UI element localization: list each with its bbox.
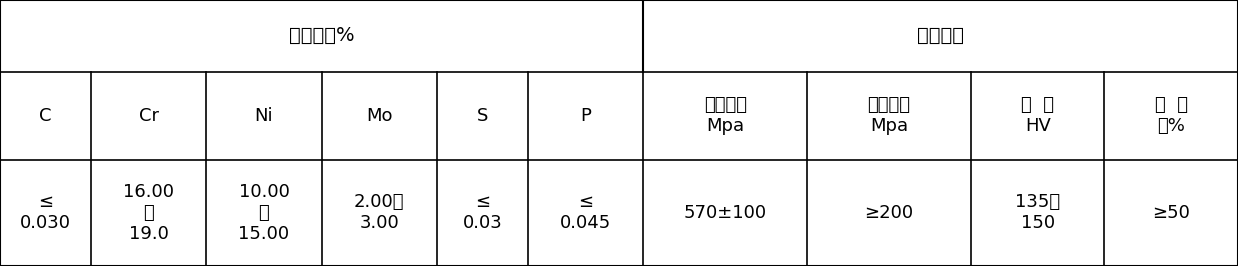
Text: 570±100: 570±100: [683, 204, 766, 222]
Text: ≥50: ≥50: [1153, 204, 1190, 222]
Text: 2.00～
3.00: 2.00～ 3.00: [354, 193, 405, 232]
Text: C: C: [40, 107, 52, 125]
Text: S: S: [477, 107, 488, 125]
Text: ≤
0.03: ≤ 0.03: [463, 193, 503, 232]
Text: ≤
0.045: ≤ 0.045: [560, 193, 612, 232]
Text: 伸  长
率%: 伸 长 率%: [1155, 96, 1187, 135]
Text: Mo: Mo: [366, 107, 392, 125]
Text: 屈服强度
Mpa: 屈服强度 Mpa: [868, 96, 911, 135]
Text: 135～
150: 135～ 150: [1015, 193, 1060, 232]
Text: P: P: [581, 107, 591, 125]
Text: 10.00
～
15.00: 10.00 ～ 15.00: [239, 183, 290, 243]
Text: 机械性能: 机械性能: [917, 26, 964, 45]
Text: 16.00
～
19.0: 16.00 ～ 19.0: [124, 183, 175, 243]
Text: 硬  度
HV: 硬 度 HV: [1021, 96, 1055, 135]
Text: ≤
0.030: ≤ 0.030: [20, 193, 71, 232]
Text: Cr: Cr: [139, 107, 158, 125]
Text: 化学成份%: 化学成份%: [288, 26, 354, 45]
Text: Ni: Ni: [255, 107, 274, 125]
Text: ≥200: ≥200: [864, 204, 914, 222]
Text: 抗拉强度
Mpa: 抗拉强度 Mpa: [703, 96, 747, 135]
